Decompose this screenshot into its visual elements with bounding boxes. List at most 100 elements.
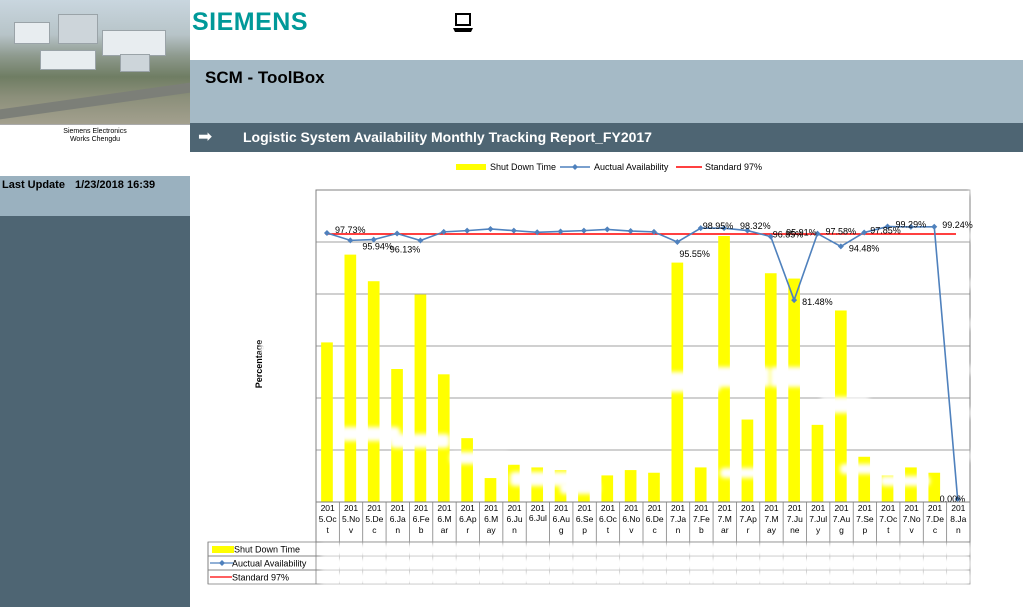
category-tick-label: t [887, 525, 890, 535]
category-tick-label: 7.No [903, 514, 921, 524]
category-tick-label: 201 [414, 503, 428, 513]
legend-label: Shut Down Time [490, 162, 556, 172]
factory-photo [0, 0, 190, 124]
siemens-logo[interactable]: SIEMENS [192, 8, 309, 36]
availability-point [931, 223, 938, 230]
report-title-bar: ➡ Logistic System Availability Monthly T… [190, 123, 1023, 152]
availability-point [370, 236, 377, 243]
redacted-value [320, 544, 970, 556]
availability-line [326, 225, 959, 500]
category-tick-label: 5.Oc [319, 514, 338, 524]
category-tick-label: n [512, 525, 517, 535]
redacted-value [260, 288, 310, 300]
category-tick-label: 7.Ap [739, 514, 757, 524]
category-tick-label: v [349, 525, 354, 535]
category-tick-label: 7.Ju [787, 514, 803, 524]
data-label: 94.48% [849, 243, 880, 253]
category-tick-label: 201 [811, 503, 825, 513]
bar [928, 472, 941, 502]
sidebar-nav [0, 216, 190, 607]
redacted-value [320, 558, 970, 570]
redacted-value [260, 444, 310, 456]
arrow-right-icon: ➡ [198, 127, 213, 146]
category-tick-label: 6.M [437, 514, 451, 524]
laptop-icon[interactable] [452, 11, 474, 35]
availability-point [580, 227, 587, 234]
category-tick-label: 201 [951, 503, 965, 513]
row-key-marker [219, 560, 225, 566]
availability-point [323, 229, 330, 236]
company-line-1: Siemens Electronics [63, 128, 127, 135]
redacted-value [450, 452, 510, 464]
company-line-2: Works Chengdu [69, 136, 121, 143]
category-tick-label: 6.Ja [390, 514, 406, 524]
category-tick-label: t [607, 525, 610, 535]
category-tick-label: c [933, 525, 938, 535]
category-tick-label: 7.Fe [693, 514, 710, 524]
redacted-value [260, 342, 310, 354]
bar [694, 467, 707, 502]
availability-point [814, 230, 821, 237]
bar [321, 342, 333, 502]
redacted-value [970, 278, 1020, 290]
bar [648, 472, 660, 502]
category-tick-label: 6.Ju [506, 514, 522, 524]
legend-label: Auctual Availability [594, 162, 669, 172]
category-tick-label: 6.De [646, 514, 664, 524]
category-tick-label: 7.Oc [879, 514, 898, 524]
category-tick-label: 6.Jul [529, 513, 547, 523]
redacted-value [970, 230, 1020, 242]
availability-point [464, 227, 471, 234]
category-tick-label: 201 [507, 503, 521, 513]
data-label: 99.24% [942, 220, 973, 230]
availability-point [907, 223, 914, 230]
data-table: 2015.Oct2015.Nov2015.Dec2016.Jan2016.Feb… [207, 501, 971, 585]
redacted-value [970, 407, 1020, 419]
availability-point [861, 229, 868, 236]
redacted-value [260, 184, 310, 196]
availability-point [440, 228, 447, 235]
data-label: 0.00% [940, 494, 966, 504]
legend-swatch-bar [456, 164, 486, 170]
last-update-value: 1/23/2018 16:39 [74, 179, 156, 191]
availability-point [627, 228, 634, 235]
category-tick-label: 8.Ja [950, 514, 966, 524]
availability-point [557, 228, 564, 235]
category-tick-label: 6.M [484, 514, 498, 524]
category-tick-label: ay [767, 525, 777, 535]
category-tick-label: 6.No [622, 514, 640, 524]
redacted-value [260, 392, 310, 404]
category-tick-label: 201 [881, 503, 895, 513]
category-tick-label: 201 [858, 503, 872, 513]
category-tick-label: 6.Fe [413, 514, 430, 524]
report-title: Logistic System Availability Monthly Tra… [243, 129, 652, 145]
bar [764, 273, 777, 502]
redacted-value [970, 364, 1020, 376]
availability-chart: 97.73% 95.94%96.13% 95.55% 98.95% 98.32%96.8… [207, 162, 1020, 585]
category-tick-label: 5.De [365, 514, 383, 524]
legend-label: Standard 97% [705, 162, 762, 172]
category-tick-label: p [582, 525, 587, 535]
redacted-value [820, 397, 870, 413]
redacted-value [880, 476, 930, 486]
last-update: Last Update 1/23/2018 16:39 [0, 176, 190, 216]
category-tick-label: 7.M [764, 514, 778, 524]
category-tick-label: b [419, 525, 424, 535]
data-label: 96.85% [773, 230, 804, 240]
redacted-value [770, 367, 830, 387]
availability-point [417, 237, 424, 244]
category-tick-label: ar [721, 525, 729, 535]
category-tick-label: 201 [834, 503, 848, 513]
availability-point [791, 297, 798, 304]
category-tick-label: 201 [624, 503, 638, 513]
category-tick-label: 201 [344, 503, 358, 513]
app-title: SCM - ToolBox [205, 68, 325, 87]
bar [741, 419, 754, 502]
category-tick-label: n [956, 525, 961, 535]
data-label: 96.13% [390, 245, 421, 255]
redacted-value [270, 494, 310, 506]
category-tick-label: c [653, 525, 658, 535]
category-tick-label: 201 [601, 503, 615, 513]
category-tick-label: 201 [391, 503, 405, 513]
